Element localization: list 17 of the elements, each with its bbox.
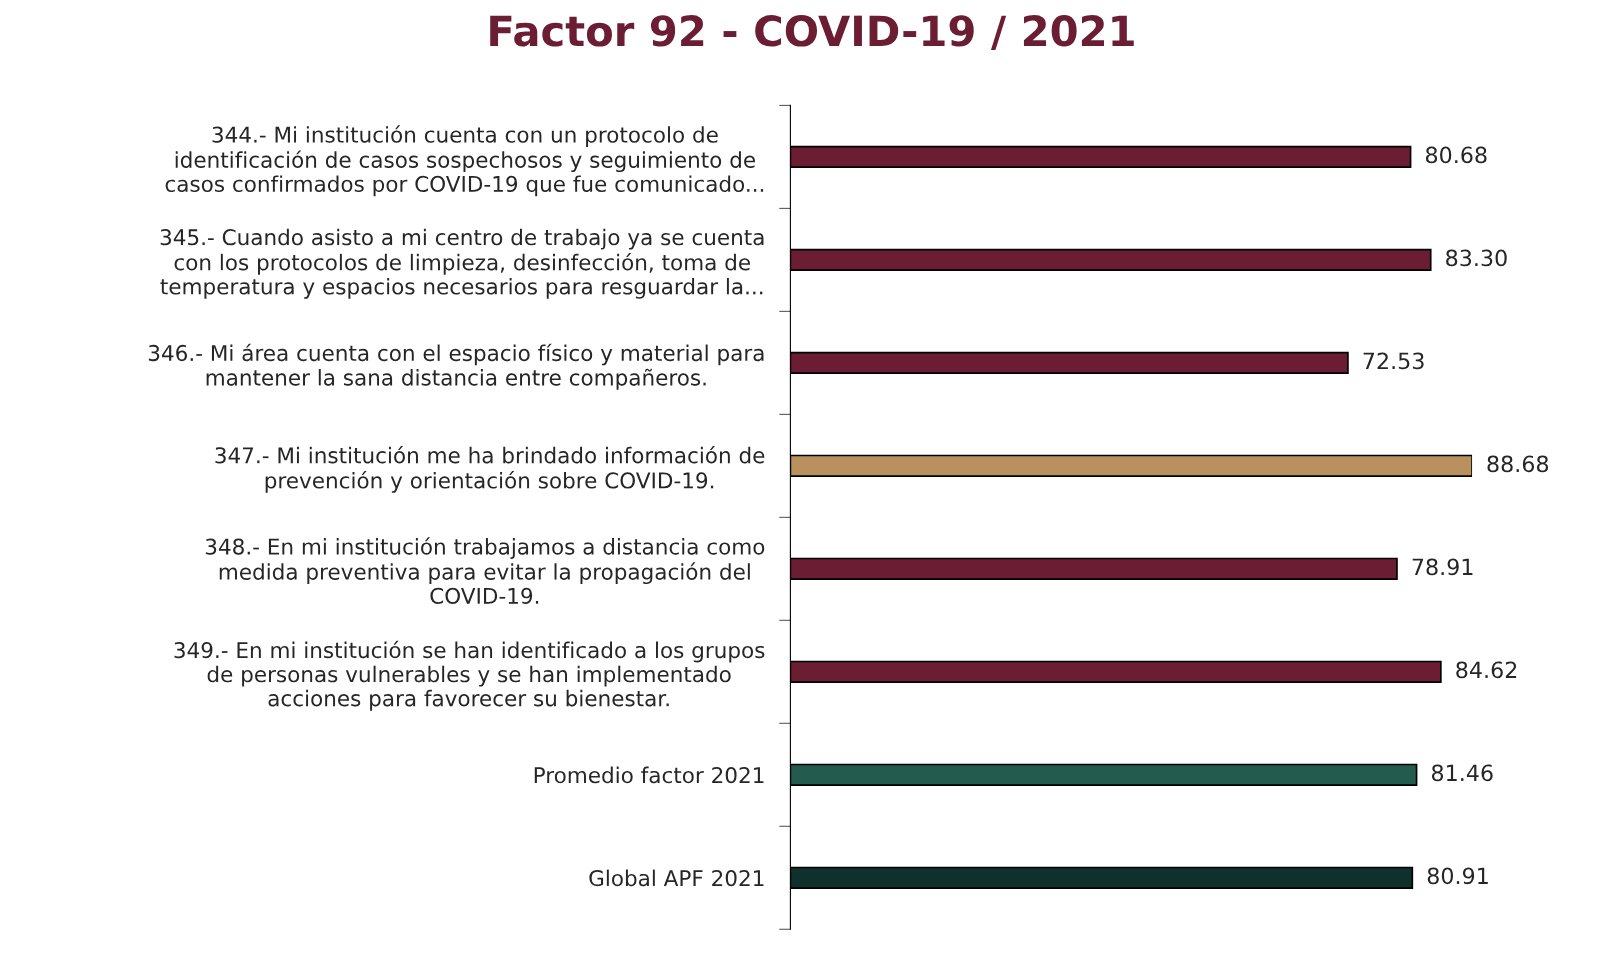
- chart-title: Factor 92 - COVID-19 / 2021: [490, 15, 1134, 50]
- y-tick-label: Global APF 2021: [589, 869, 764, 887]
- y-tick-label: Promedio factor 2021: [534, 766, 764, 784]
- data-label: 84.62: [1456, 661, 1517, 679]
- data-label: 78.91: [1412, 558, 1473, 576]
- y-tick-label: 345.- Cuando asisto a mi centro de trabajo ya se cuenta con los protocolos de limpieza, desinfección, toma de temperatura y espacios necesarios para resguardar la...: [160, 228, 764, 299]
- y-tick-label: 344.- Mi institución cuenta con un protocolo de identificación de casos sospechosos y seguimiento de casos confirmados por COVID-19 que fue comunicado...: [165, 125, 764, 197]
- data-label: 88.68: [1487, 455, 1549, 473]
- y-tick-label: 348.- En mi institución trabajamos a distancia como medida preventiva para evitar la propagación del COVID-19.: [205, 537, 765, 604]
- data-label: 83.30: [1446, 249, 1507, 267]
- data-label: 80.68: [1425, 146, 1487, 164]
- y-tick-label: 347.- Mi institución me ha brindado información de prevención y orientación sobre COVID-19.: [215, 445, 765, 493]
- data-label: 81.46: [1431, 764, 1493, 782]
- data-label: 72.53: [1363, 352, 1424, 370]
- y-tick-label: 349.- En mi institución se han identificado a los grupos de personas vulnerables y se han implementado acciones para favorecer su bienestar.: [174, 640, 765, 711]
- data-label: 80.91: [1427, 867, 1488, 885]
- y-tick-label: 346.- Mi área cuenta con el espacio físico y material para mantener la sana distancia entre compañeros.: [148, 343, 764, 390]
